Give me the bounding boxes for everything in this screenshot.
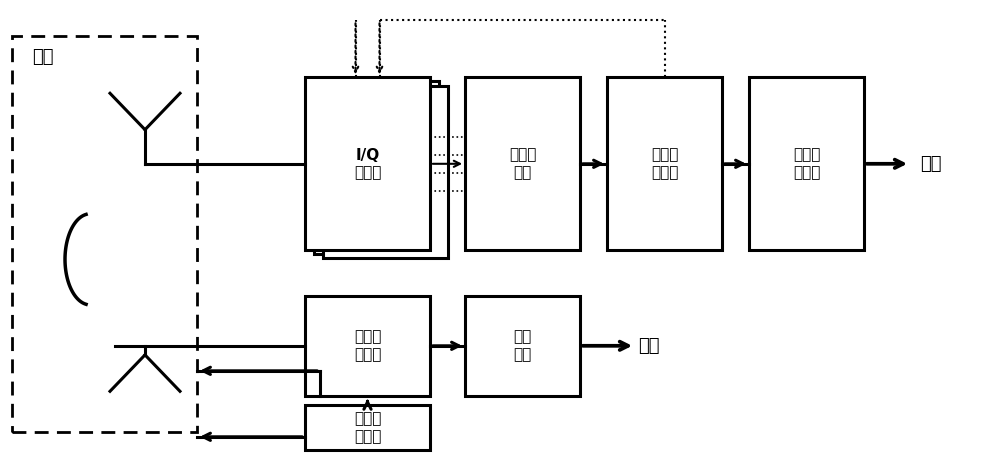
Bar xyxy=(12,36,197,432)
Text: 旋转控
制机构: 旋转控 制机构 xyxy=(354,411,381,444)
Bar xyxy=(305,296,430,396)
Text: 输出: 输出 xyxy=(920,155,942,173)
Text: 校准定
标单元: 校准定 标单元 xyxy=(651,147,678,180)
Text: 多通道
接收机: 多通道 接收机 xyxy=(354,329,381,362)
Text: I/Q
接收机: I/Q 接收机 xyxy=(354,147,381,180)
Text: 定标
单元: 定标 单元 xyxy=(513,329,532,362)
Bar xyxy=(607,77,722,250)
Text: 数据处
理单元: 数据处 理单元 xyxy=(793,147,820,180)
Text: 相关器
组件: 相关器 组件 xyxy=(509,147,536,180)
Bar xyxy=(305,77,430,250)
Bar xyxy=(314,81,439,254)
Bar xyxy=(749,77,864,250)
Bar xyxy=(323,86,448,258)
Text: 输出: 输出 xyxy=(638,337,660,355)
Bar xyxy=(305,405,430,450)
Text: 天线: 天线 xyxy=(32,48,54,66)
Bar xyxy=(465,296,580,396)
Bar xyxy=(465,77,580,250)
